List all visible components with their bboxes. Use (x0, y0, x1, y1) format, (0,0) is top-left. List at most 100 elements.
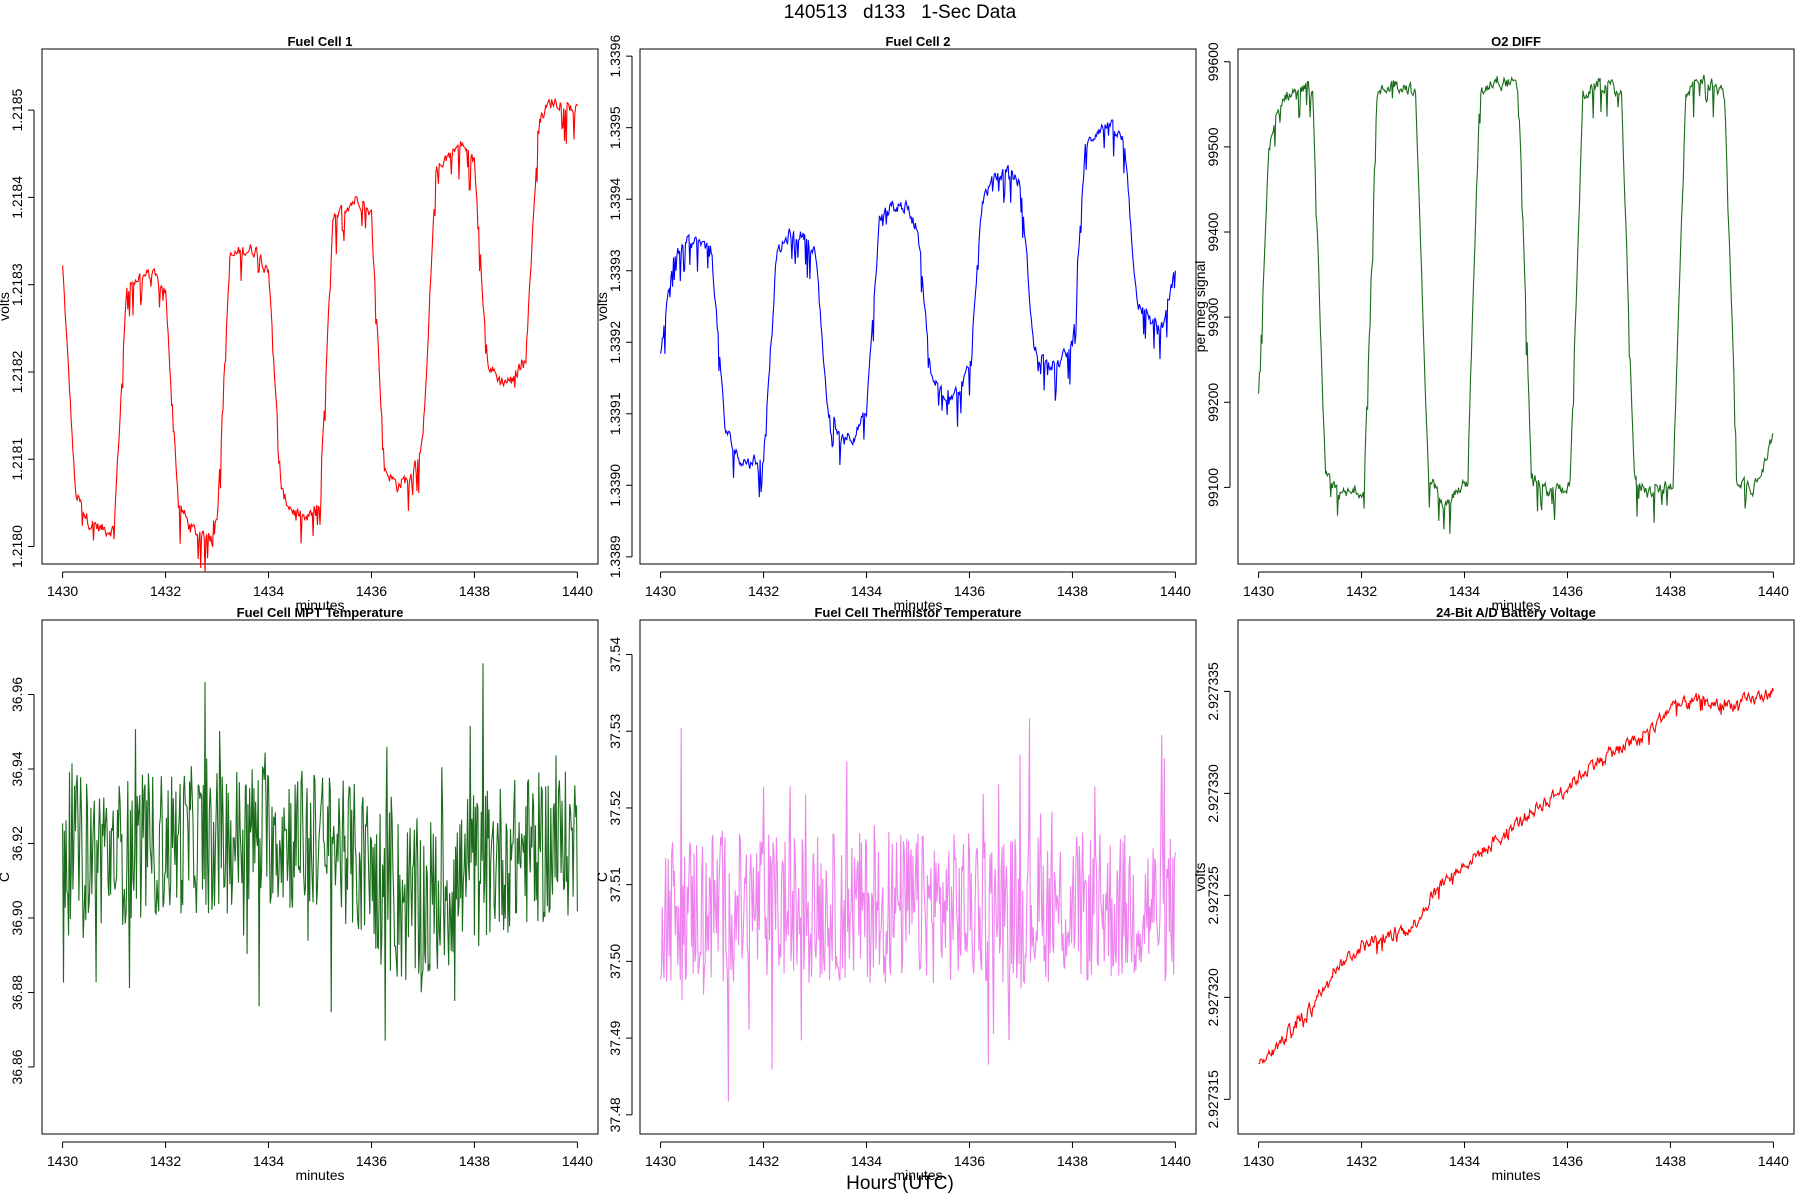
outer-x-axis-label: Hours (UTC) (846, 1173, 954, 1194)
plot-frame (1237, 48, 1795, 565)
x-tick-label: 1436 (954, 1153, 985, 1169)
y-tick-label: 1.3394 (607, 178, 623, 221)
chart-title: Fuel Cell MPT Temperature (237, 605, 404, 620)
x-tick-label: 1432 (1346, 583, 1377, 599)
x-tick-label: 1440 (1160, 583, 1191, 599)
page-title: 140513 d133 1-Sec Data (783, 2, 1017, 23)
y-axis-label: per meg signal (1192, 261, 1208, 353)
chart-fuel-cell-mpt-temperature: Fuel Cell MPT Temperature 1430 1432 1434 143… (0, 605, 599, 1183)
x-axis-label: minutes (1491, 597, 1540, 613)
y-tick-label: 36.86 (9, 1049, 25, 1084)
y-axis-label: volts (1192, 863, 1208, 892)
series-line-fuel-cell-2 (660, 119, 1176, 498)
x-tick-label: 1440 (562, 583, 593, 599)
x-tick-label: 1430 (47, 583, 78, 599)
x-tick-label: 1440 (562, 1153, 593, 1169)
chart-title: Fuel Cell 2 (885, 34, 950, 49)
y-axis-label: C (594, 872, 610, 882)
y-tick-label: 1.3389 (607, 535, 623, 578)
x-tick-label: 1436 (356, 1153, 387, 1169)
x-tick-label: 1432 (1346, 1153, 1377, 1169)
y-tick-label: 37.53 (607, 714, 623, 749)
series-line-o2-diff (1258, 74, 1774, 534)
series-line-mpt-temperature (62, 663, 578, 1041)
x-tick-label: 1436 (1552, 583, 1583, 599)
chart-fuel-cell-1: Fuel Cell 1 1430 1432 1434 1436 1438 1440 minut… (0, 34, 599, 613)
y-tick-label: 99200 (1205, 383, 1221, 422)
chart-title: O2 DIFF (1491, 34, 1541, 49)
y-tick-label: 1.3393 (607, 249, 623, 292)
y-tick-label: 1.3390 (607, 464, 623, 507)
y-tick-label: 99300 (1205, 297, 1221, 336)
y-tick-label: 37.50 (607, 944, 623, 979)
x-tick-label: 1440 (1758, 1153, 1789, 1169)
y-tick-label: 1.3396 (607, 35, 623, 78)
plot-frame (41, 48, 599, 565)
x-axis-label: minutes (295, 597, 344, 613)
y-tick-label: 2.927320 (1205, 968, 1221, 1027)
x-tick-label: 1430 (645, 583, 676, 599)
x-tick-label: 1434 (851, 1153, 882, 1169)
y-tick-label: 99600 (1205, 42, 1221, 81)
y-tick-label: 1.2182 (9, 350, 25, 393)
plot-frame (1237, 619, 1795, 1135)
x-axis-label: minutes (1491, 1167, 1540, 1183)
series-line-battery-voltage (1258, 687, 1774, 1065)
y-tick-label: 37.48 (607, 1097, 623, 1132)
x-tick-label: 1434 (253, 583, 284, 599)
y-axis-label: volts (594, 292, 610, 321)
y-tick-label: 37.51 (607, 867, 623, 902)
y-tick-label: 1.3395 (607, 106, 623, 149)
x-tick-label: 1432 (150, 1153, 181, 1169)
y-tick-label: 2.927330 (1205, 764, 1221, 823)
x-tick-label: 1434 (1449, 583, 1480, 599)
x-axis-label: minutes (295, 1167, 344, 1183)
chart-fuel-cell-2: Fuel Cell 2 1430 1432 1434 1436 1438 1440 minut… (594, 34, 1197, 613)
y-tick-label: 99400 (1205, 212, 1221, 251)
chart-24-bit-a-d-battery-voltage: 24-Bit A/D Battery Voltage 1430 1432 1434 14… (1192, 605, 1795, 1183)
x-tick-label: 1430 (1243, 583, 1274, 599)
y-axis-label: volts (0, 292, 12, 321)
y-tick-label: 36.96 (9, 677, 25, 712)
x-tick-label: 1430 (645, 1153, 676, 1169)
y-tick-label: 1.2183 (9, 263, 25, 306)
x-tick-label: 1440 (1160, 1153, 1191, 1169)
x-axis-label: minutes (893, 1167, 942, 1183)
x-tick-label: 1436 (356, 583, 387, 599)
chart-fuel-cell-thermistor-temperature: Fuel Cell Thermistor Temperature 1430 1432… (594, 605, 1197, 1183)
x-tick-label: 1438 (1057, 1153, 1088, 1169)
x-tick-label: 1438 (1057, 583, 1088, 599)
y-tick-label: 36.90 (9, 900, 25, 935)
y-tick-label: 37.49 (607, 1020, 623, 1055)
chart-title: Fuel Cell 1 (287, 34, 352, 49)
y-tick-label: 1.3391 (607, 392, 623, 435)
x-tick-label: 1430 (47, 1153, 78, 1169)
y-tick-label: 37.52 (607, 790, 623, 825)
y-tick-label: 36.94 (9, 751, 25, 786)
y-tick-label: 37.54 (607, 637, 623, 672)
y-tick-label: 2.927315 (1205, 1070, 1221, 1129)
y-tick-label: 99100 (1205, 468, 1221, 507)
y-tick-label: 1.2180 (9, 525, 25, 568)
x-tick-label: 1438 (459, 583, 490, 599)
x-tick-label: 1438 (459, 1153, 490, 1169)
chart-title: Fuel Cell Thermistor Temperature (814, 605, 1021, 620)
x-tick-label: 1434 (851, 583, 882, 599)
y-tick-label: 36.92 (9, 826, 25, 861)
plot-frame (41, 619, 599, 1135)
plot-frame (639, 48, 1197, 565)
y-tick-label: 1.3392 (607, 321, 623, 364)
plot-frame (639, 619, 1197, 1135)
x-tick-label: 1434 (1449, 1153, 1480, 1169)
y-tick-label: 2.927325 (1205, 866, 1221, 925)
x-tick-label: 1436 (1552, 1153, 1583, 1169)
y-tick-label: 1.2185 (9, 88, 25, 131)
y-tick-label: 99500 (1205, 127, 1221, 166)
y-tick-label: 1.2184 (9, 176, 25, 219)
x-axis-label: minutes (893, 597, 942, 613)
x-tick-label: 1432 (748, 583, 779, 599)
x-tick-label: 1432 (748, 1153, 779, 1169)
series-line-thermistor-temperature (660, 718, 1176, 1102)
series-line-fuel-cell-1 (62, 97, 578, 573)
